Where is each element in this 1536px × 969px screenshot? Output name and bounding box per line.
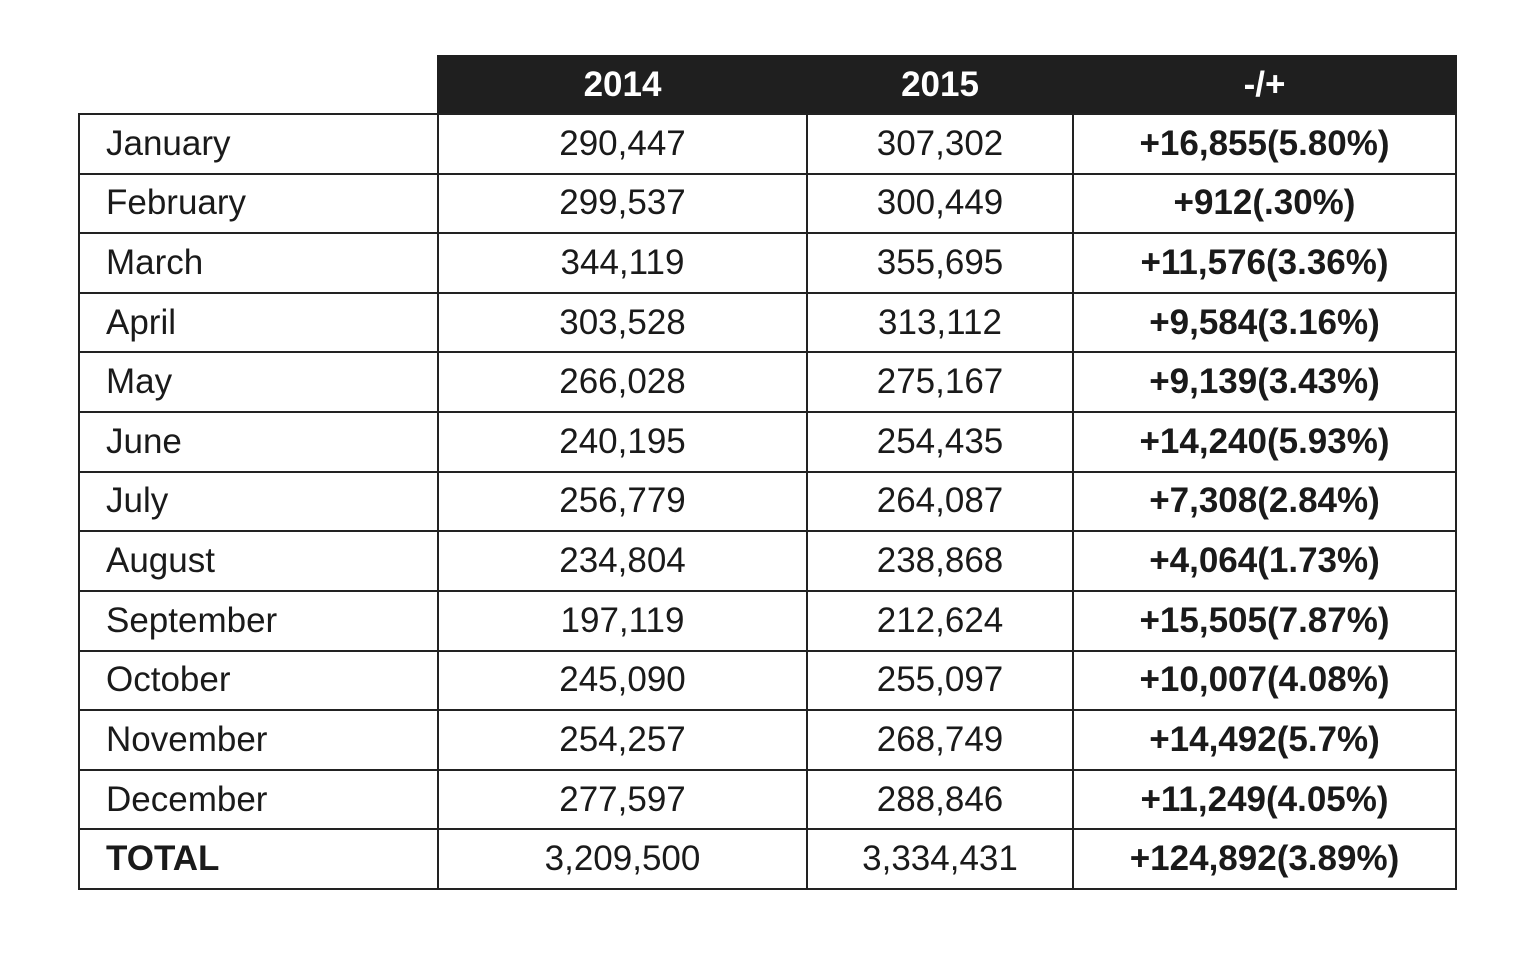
data-cell: +10,007(4.08%)	[1072, 649, 1457, 712]
row-label: July	[78, 470, 439, 533]
data-cell: 299,537	[437, 172, 808, 235]
data-cell: +14,240(5.93%)	[1072, 411, 1457, 473]
data-cell: 245,090	[437, 649, 808, 712]
data-cell: 212,624	[806, 589, 1074, 652]
row-label: August	[78, 530, 439, 592]
data-cell: 197,119	[437, 589, 808, 652]
row-label: April	[78, 291, 439, 354]
data-cell: 300,449	[806, 172, 1074, 235]
data-cell: 255,097	[806, 649, 1074, 712]
row-label: January	[78, 113, 439, 175]
data-cell: +4,064(1.73%)	[1072, 530, 1457, 592]
data-cell: +11,249(4.05%)	[1072, 768, 1457, 831]
row-label: October	[78, 649, 439, 712]
data-cell: +124,892(3.89%)	[1072, 828, 1457, 890]
data-cell: 344,119	[437, 232, 808, 294]
header-cell: 2015	[806, 55, 1074, 115]
data-cell: 288,846	[806, 768, 1074, 831]
data-cell: 275,167	[806, 351, 1074, 414]
row-label: TOTAL	[78, 828, 439, 890]
data-cell: 313,112	[806, 291, 1074, 354]
data-cell: 254,435	[806, 411, 1074, 473]
data-cell: 3,334,431	[806, 828, 1074, 890]
header-cell: 2014	[437, 55, 808, 115]
data-cell: +9,584(3.16%)	[1072, 291, 1457, 354]
data-cell: +11,576(3.36%)	[1072, 232, 1457, 294]
row-label: May	[78, 351, 439, 414]
data-cell: 303,528	[437, 291, 808, 354]
data-cell: 264,087	[806, 470, 1074, 533]
data-cell: 268,749	[806, 709, 1074, 771]
data-cell: 3,209,500	[437, 828, 808, 890]
data-cell: 256,779	[437, 470, 808, 533]
row-label: December	[78, 768, 439, 831]
data-cell: +912(.30%)	[1072, 172, 1457, 235]
data-cell: 234,804	[437, 530, 808, 592]
row-label: February	[78, 172, 439, 235]
data-cell: 254,257	[437, 709, 808, 771]
data-cell: 307,302	[806, 113, 1074, 175]
data-cell: +15,505(7.87%)	[1072, 589, 1457, 652]
data-cell: 277,597	[437, 768, 808, 831]
data-cell: 355,695	[806, 232, 1074, 294]
data-cell: +14,492(5.7%)	[1072, 709, 1457, 771]
row-label: September	[78, 589, 439, 652]
data-cell: +16,855(5.80%)	[1072, 113, 1457, 175]
row-label: June	[78, 411, 439, 473]
header-cell: -/+	[1072, 55, 1457, 115]
data-cell: +9,139(3.43%)	[1072, 351, 1457, 414]
data-cell: +7,308(2.84%)	[1072, 470, 1457, 533]
data-cell: 238,868	[806, 530, 1074, 592]
data-cell: 240,195	[437, 411, 808, 473]
data-cell: 290,447	[437, 113, 808, 175]
row-label: March	[78, 232, 439, 294]
data-cell: 266,028	[437, 351, 808, 414]
row-label: November	[78, 709, 439, 771]
